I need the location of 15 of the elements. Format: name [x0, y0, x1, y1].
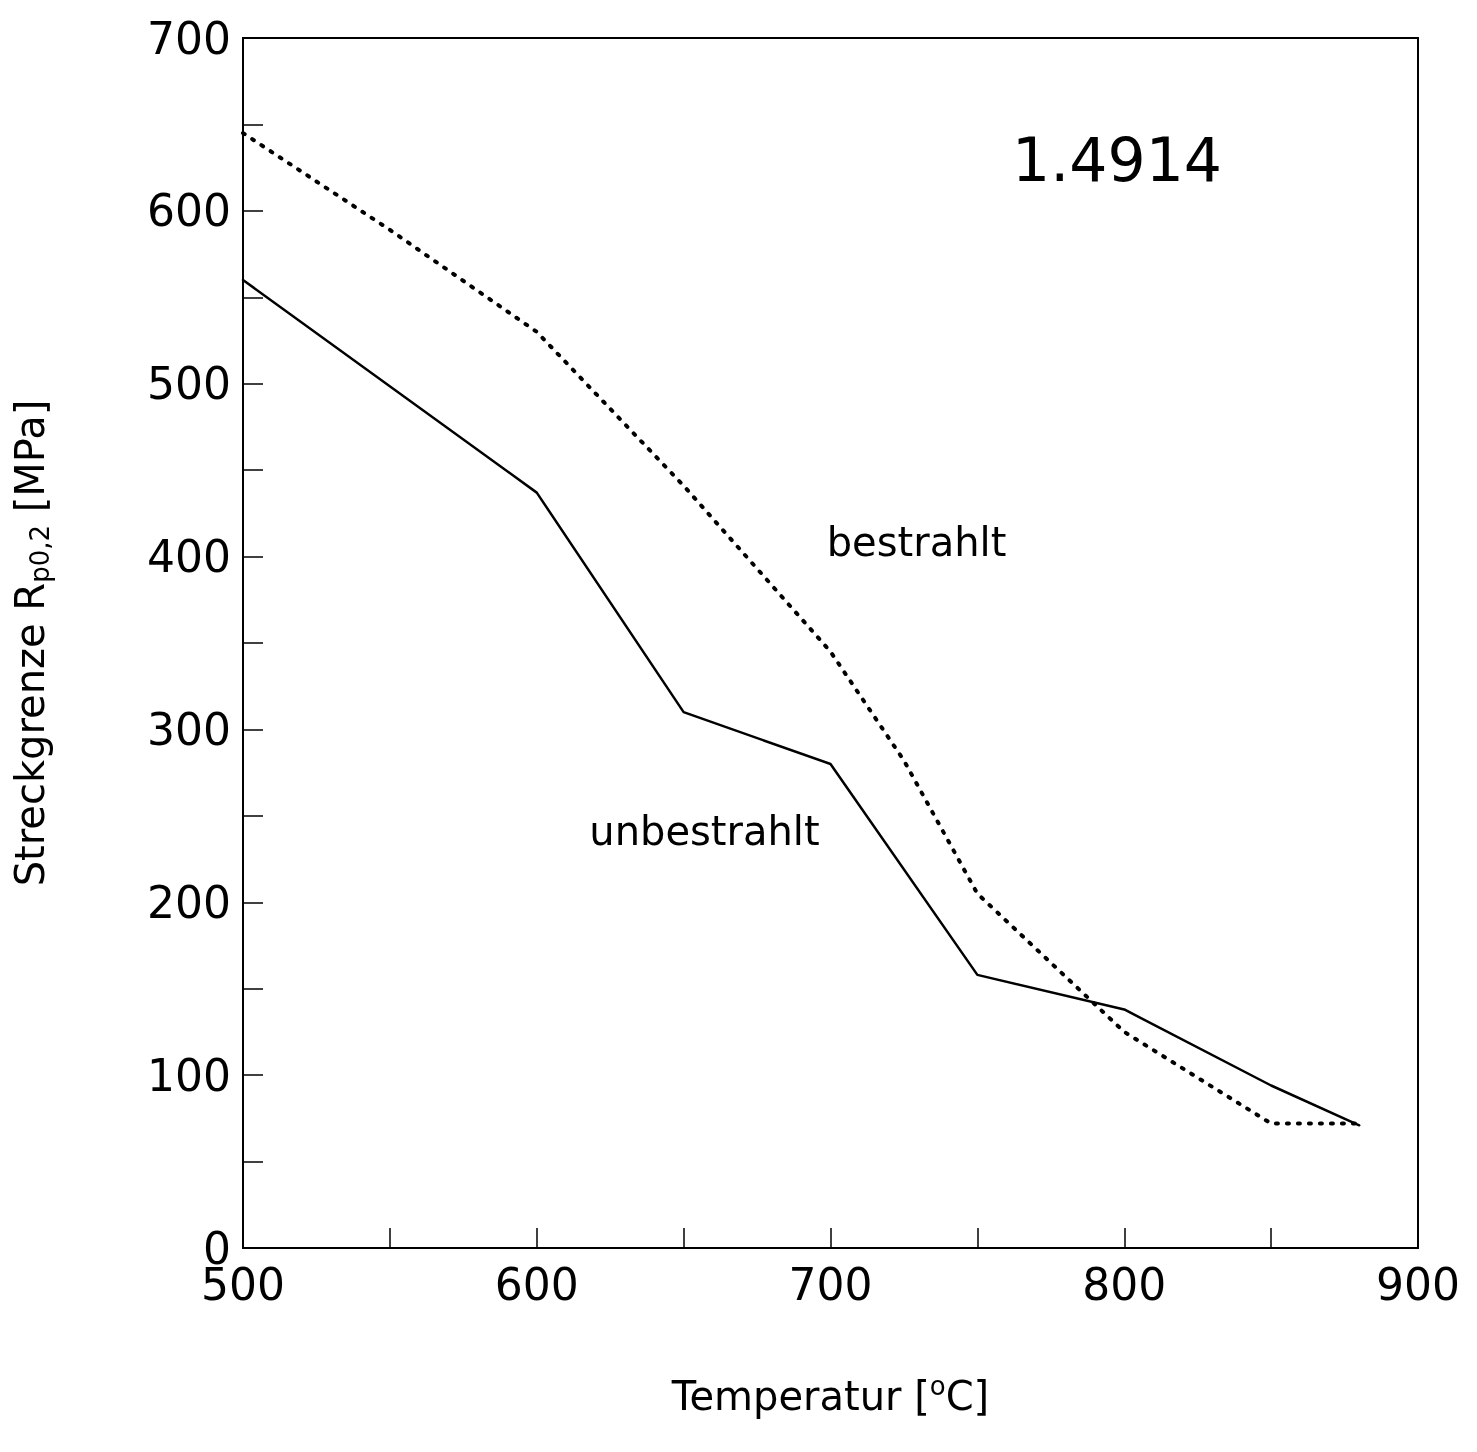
text: 1.4914: [1012, 125, 1223, 195]
y-tick-label: 700: [147, 12, 231, 64]
series-label: unbestrahlt: [589, 808, 820, 854]
y-tick-label: 600: [147, 185, 231, 237]
y-tick-label: 300: [147, 703, 231, 755]
y-axis-title: Streckgrenze Rp0,2 [MPa]: [7, 399, 55, 887]
x-tick-label: 900: [1376, 1258, 1460, 1310]
y-tick-label: 100: [147, 1049, 231, 1101]
x-tick-label: 700: [788, 1258, 873, 1310]
x-tick-label: 800: [1082, 1258, 1167, 1310]
x-tick-label: 600: [494, 1258, 579, 1310]
y-tick-label: 200: [147, 876, 231, 928]
y-tick-label: 400: [147, 531, 231, 583]
y-tick-label: 500: [147, 358, 231, 410]
series-label: bestrahlt: [826, 518, 1007, 565]
